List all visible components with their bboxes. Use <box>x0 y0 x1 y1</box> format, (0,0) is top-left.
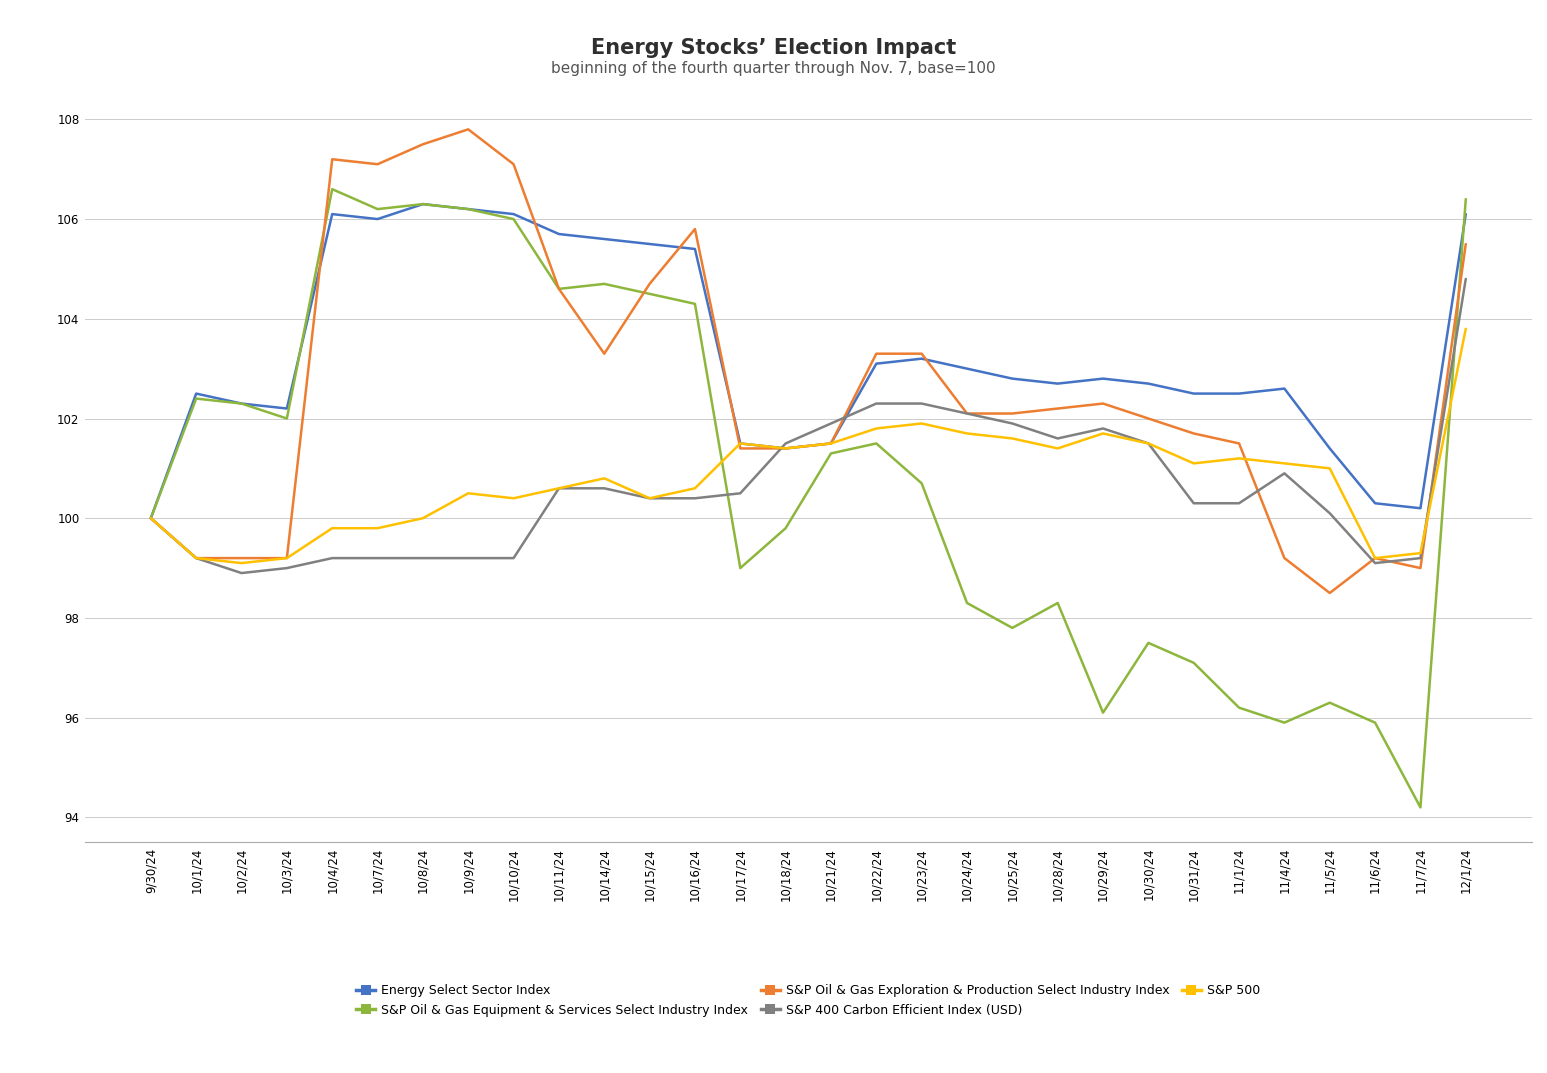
Text: Energy Stocks’ Election Impact: Energy Stocks’ Election Impact <box>591 38 956 58</box>
Text: beginning of the fourth quarter through Nov. 7, base=100: beginning of the fourth quarter through … <box>551 61 996 76</box>
Legend: Energy Select Sector Index, S&P Oil & Gas Equipment & Services Select Industry I: Energy Select Sector Index, S&P Oil & Ga… <box>351 980 1265 1021</box>
